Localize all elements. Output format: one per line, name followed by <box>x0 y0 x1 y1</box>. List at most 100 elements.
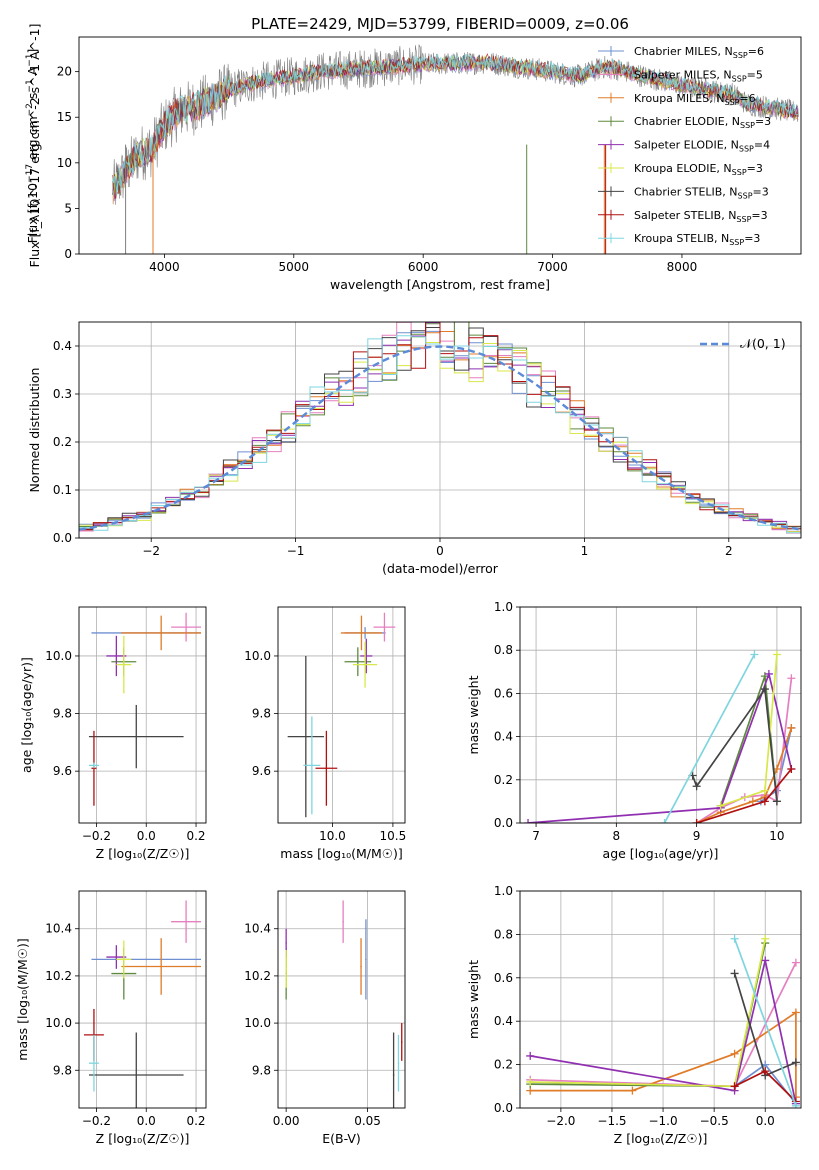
mass-weight-marker <box>730 1049 739 1058</box>
y-tick-label: 10.4 <box>244 922 271 936</box>
data-point <box>305 735 307 738</box>
y-axis-label: Flux [f_λ10^-17 erg cm^-2 s^-1 A^-1] <box>27 24 42 268</box>
y-tick-label: 9.8 <box>53 707 72 721</box>
data-point <box>135 1074 138 1076</box>
mass-weight-line <box>691 686 778 802</box>
data-point <box>360 632 363 634</box>
y-axis-label: mass weight <box>466 960 481 1039</box>
data-point <box>123 663 125 666</box>
x-tick-label: 0.0 <box>756 1114 775 1128</box>
y-tick-label: 9.8 <box>53 1063 72 1077</box>
data-point <box>357 660 359 663</box>
x-tick-label: 5000 <box>279 260 310 274</box>
plot-area-mass-weight-vs-z <box>526 934 800 1108</box>
data-point <box>400 1041 403 1043</box>
mass-weight-marker <box>748 797 757 806</box>
legend-label: Salpeter STELIB, NSSP=3 <box>634 209 768 224</box>
y-tick-label: 0.1 <box>53 483 72 497</box>
data-point <box>93 764 95 767</box>
mass-weight-marker <box>791 1101 800 1108</box>
x-tick-label: −2 <box>142 544 160 558</box>
x-axis-label: mass [log₁₀(M/M☉)] <box>280 846 402 861</box>
mass-weight-marker <box>524 819 533 823</box>
legend-label: Kroupa MILES, NSSP=6 <box>634 92 756 107</box>
y-tick-label: 0.2 <box>494 773 513 787</box>
data-point <box>160 965 162 968</box>
mass-weight-marker <box>787 723 796 732</box>
data-point <box>160 632 162 634</box>
legend-label: Kroupa ELODIE, NSSP=3 <box>634 162 763 177</box>
legend-label: Kroupa STELIB, NSSP=3 <box>634 232 760 247</box>
mass-weight-marker <box>692 782 701 791</box>
data-point <box>285 942 287 944</box>
x-tick-label: 4000 <box>149 260 180 274</box>
axes-frame <box>277 606 406 824</box>
data-point <box>392 1074 395 1076</box>
data-point <box>360 965 362 968</box>
legend-label: Chabrier MILES, NSSP=6 <box>634 45 764 60</box>
x-tick-label: 0.2 <box>186 1114 205 1128</box>
data-point <box>365 655 368 657</box>
mass-weight-line <box>527 671 793 823</box>
x-tick-label: −1.0 <box>648 1114 677 1128</box>
mass-weight-marker <box>772 797 781 806</box>
x-tick-label: 0.05 <box>354 1114 381 1128</box>
x-tick-label: −1.5 <box>597 1114 626 1128</box>
y-tick-label: 15 <box>57 110 72 124</box>
mass-weight-marker <box>787 674 796 683</box>
mass-weight-marker <box>730 1082 739 1091</box>
y-tick-label: 10 <box>57 156 72 170</box>
figure-title: PLATE=2429, MJD=53799, FIBERID=0009, z=0… <box>251 15 629 33</box>
mass-weight-marker <box>692 819 701 823</box>
y-tick-label: 10.2 <box>244 969 271 983</box>
y-axis-label: mass weight <box>466 675 481 754</box>
mass-weight-marker <box>787 765 796 773</box>
x-axis-label: E(B-V) <box>322 1131 361 1146</box>
x-tick-label: 8 <box>613 829 621 843</box>
legend-label: Chabrier STELIB, NSSP=3 <box>634 185 769 200</box>
data-point <box>365 958 367 961</box>
mass-weight-marker <box>760 797 769 806</box>
x-axis-label: wavelength [Angstrom, rest frame] <box>330 277 550 292</box>
mass-weight-line <box>733 938 797 1107</box>
axes-frame <box>78 36 802 255</box>
y-tick-label: 10.0 <box>244 649 271 663</box>
legend-normal-label: 𝒩(0, 1) <box>740 336 786 351</box>
mass-weight-marker <box>772 650 781 659</box>
data-point <box>115 956 118 958</box>
x-axis-label: Z [log₁₀(Z/Z☉)] <box>614 1131 708 1146</box>
mass-weight-line <box>696 678 793 823</box>
mass-weight-line <box>530 938 767 1088</box>
data-point <box>145 958 148 961</box>
mass-weight-marker <box>760 685 769 694</box>
mass-weight-marker <box>791 1058 800 1067</box>
data-point <box>185 920 187 923</box>
data-point <box>185 626 187 628</box>
y-tick-label: 10.0 <box>45 1016 72 1030</box>
data-point <box>311 764 313 767</box>
x-tick-label: 2 <box>725 544 733 558</box>
y-tick-label: 9.8 <box>252 1063 271 1077</box>
data-point <box>383 626 386 628</box>
mass-weight-marker <box>761 934 770 943</box>
y-axis-label: Normed distribution <box>27 368 42 493</box>
x-tick-label: 7000 <box>537 260 568 274</box>
axes-frame <box>519 606 802 824</box>
x-tick-label: 10 <box>769 829 784 843</box>
axes-frame <box>78 606 207 824</box>
legend-label: Chabrier ELODIE, NSSP=3 <box>634 115 771 130</box>
plot-area-residuals <box>79 322 801 538</box>
data-point <box>342 920 344 923</box>
x-tick-label: 10.0 <box>319 829 346 843</box>
y-tick-label: 0.4 <box>494 1014 513 1028</box>
y-tick-label: 0.0 <box>494 816 513 830</box>
x-tick-label: −0.2 <box>82 1114 111 1128</box>
residual-histogram <box>79 335 801 538</box>
mass-weight-marker <box>660 819 669 823</box>
x-tick-label: −2.0 <box>546 1114 575 1128</box>
x-tick-label: 10.5 <box>380 829 407 843</box>
mass-weight-marker <box>791 1008 800 1017</box>
x-tick-label: 0.0 <box>137 829 156 843</box>
legend-label: Salpeter ELODIE, NSSP=4 <box>634 139 770 154</box>
